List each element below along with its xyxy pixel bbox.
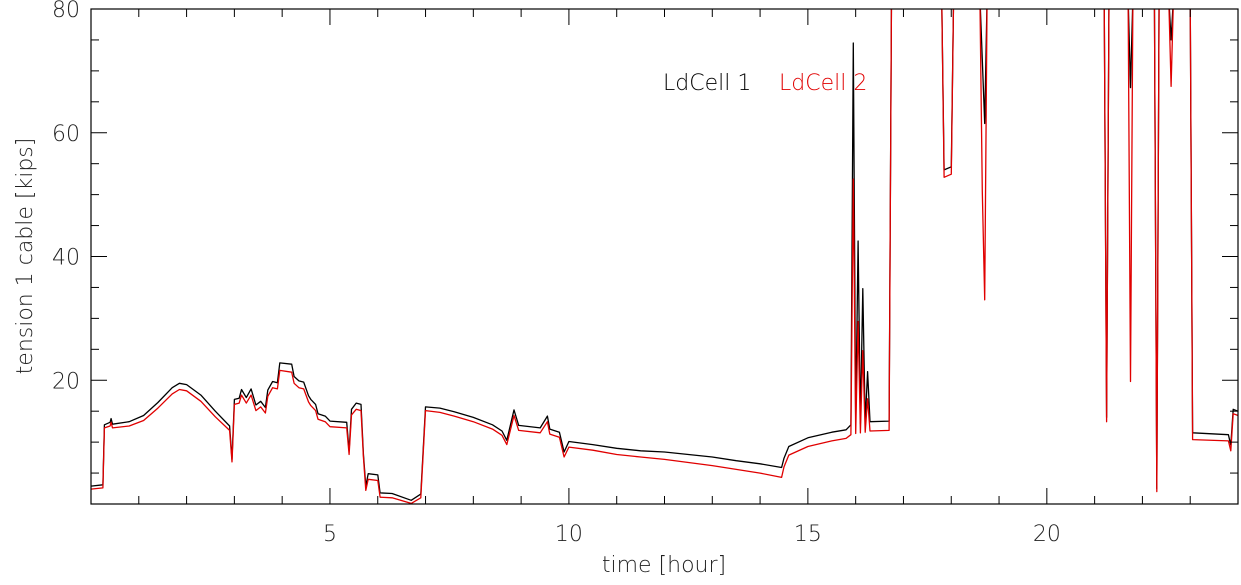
legend-entry-ldcell-1: LdCell 1	[663, 71, 751, 96]
series-line-1	[91, 9, 1238, 501]
series-line-2	[91, 9, 1238, 504]
x-tick-label: 5	[323, 522, 337, 547]
y-tick-label: 60	[52, 122, 80, 147]
x-tick-label: 10	[555, 522, 583, 547]
y-tick-label: 80	[52, 0, 80, 23]
y-axis-label: tension 1 cable [kips]	[13, 138, 38, 375]
x-tick-label: 15	[794, 522, 822, 547]
ticks-layer	[90, 8, 1239, 504]
series-layer	[91, 9, 1238, 504]
x-axis-label: time [hour]	[602, 553, 726, 578]
tick-labels-layer: 5 10 15 20 20 40 60 80	[52, 0, 1061, 547]
x-tick-label: 20	[1033, 522, 1061, 547]
y-tick-label: 40	[52, 246, 80, 271]
legend: LdCell 1 LdCell 2	[663, 71, 867, 96]
legend-entry-ldcell-2: LdCell 2	[779, 71, 867, 96]
y-tick-label: 20	[52, 369, 80, 394]
